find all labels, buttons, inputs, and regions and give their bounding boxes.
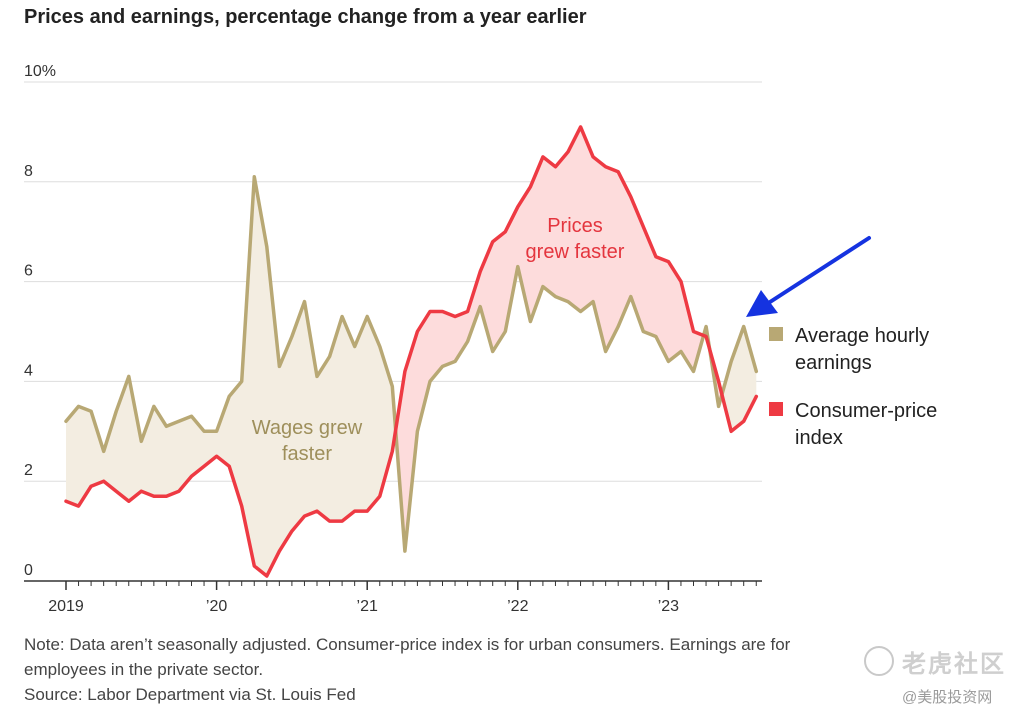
y-tick-labels: 0 2 4 6 8 10% bbox=[24, 63, 56, 579]
legend: Average hourly earnings Consumer-price i… bbox=[769, 325, 937, 449]
highlight-arrow bbox=[746, 236, 871, 317]
y-tick-label: 10% bbox=[24, 63, 56, 80]
y-tick-label: 4 bbox=[24, 362, 33, 379]
chart-plot: 0 2 4 6 8 10% 2019 ’20 ’21 ’22 ’23 Wages grew fas… bbox=[24, 63, 937, 615]
watermark-logo-icon bbox=[864, 646, 894, 676]
legend-label-cpi-line1: Consumer-price bbox=[795, 400, 937, 422]
wages-faster-area bbox=[721, 326, 757, 432]
legend-label-earnings-line2: earnings bbox=[795, 352, 872, 374]
watermark-title: 老虎社区 bbox=[902, 651, 1006, 678]
watermark-handle: @美股投资网 bbox=[902, 689, 993, 706]
x-tick-label: ’22 bbox=[507, 598, 528, 615]
source-line: Source: Labor Department via St. Louis F… bbox=[24, 685, 356, 704]
footnote: Note: Data aren’t seasonally adjusted. C… bbox=[24, 632, 884, 707]
wages-annotation-line1: Wages grew bbox=[252, 417, 363, 439]
legend-label-earnings-line1: Average hourly bbox=[795, 325, 929, 347]
x-tick-label: ’23 bbox=[658, 598, 679, 615]
x-tick-labels: 2019 ’20 ’21 ’22 ’23 bbox=[48, 598, 679, 615]
cpi-line bbox=[64, 125, 759, 578]
series-lines bbox=[64, 125, 759, 578]
wages-annotation-line2: faster bbox=[282, 443, 332, 465]
x-tick-label: ’21 bbox=[357, 598, 378, 615]
arrow-head bbox=[746, 290, 778, 317]
y-tick-label: 2 bbox=[24, 462, 33, 479]
note-line-2: employees in the private sector. bbox=[24, 660, 264, 679]
earnings-line bbox=[64, 175, 759, 553]
chart-title: Prices and earnings, percentage change f… bbox=[24, 6, 587, 28]
watermark: 老虎社区 @美股投资网 bbox=[858, 644, 1018, 714]
y-tick-label: 6 bbox=[24, 263, 33, 280]
x-axis bbox=[24, 580, 762, 590]
prices-faster-area bbox=[395, 126, 704, 552]
annotations: Wages grew faster Prices grew faster bbox=[252, 215, 625, 465]
legend-label-cpi-line2: index bbox=[795, 427, 843, 449]
prices-annotation-line2: grew faster bbox=[526, 241, 625, 263]
x-tick-label: ’20 bbox=[206, 598, 227, 615]
y-tick-label: 8 bbox=[24, 163, 33, 180]
y-tick-label: 0 bbox=[24, 562, 33, 579]
legend-swatch-earnings bbox=[769, 327, 783, 341]
arrow-shaft bbox=[768, 236, 871, 304]
wages-faster-area bbox=[66, 176, 396, 577]
note-line-1: Note: Data aren’t seasonally adjusted. C… bbox=[24, 635, 791, 654]
legend-swatch-cpi bbox=[769, 402, 783, 416]
prices-annotation-line1: Prices bbox=[547, 215, 603, 237]
x-tick-label: 2019 bbox=[48, 598, 84, 615]
